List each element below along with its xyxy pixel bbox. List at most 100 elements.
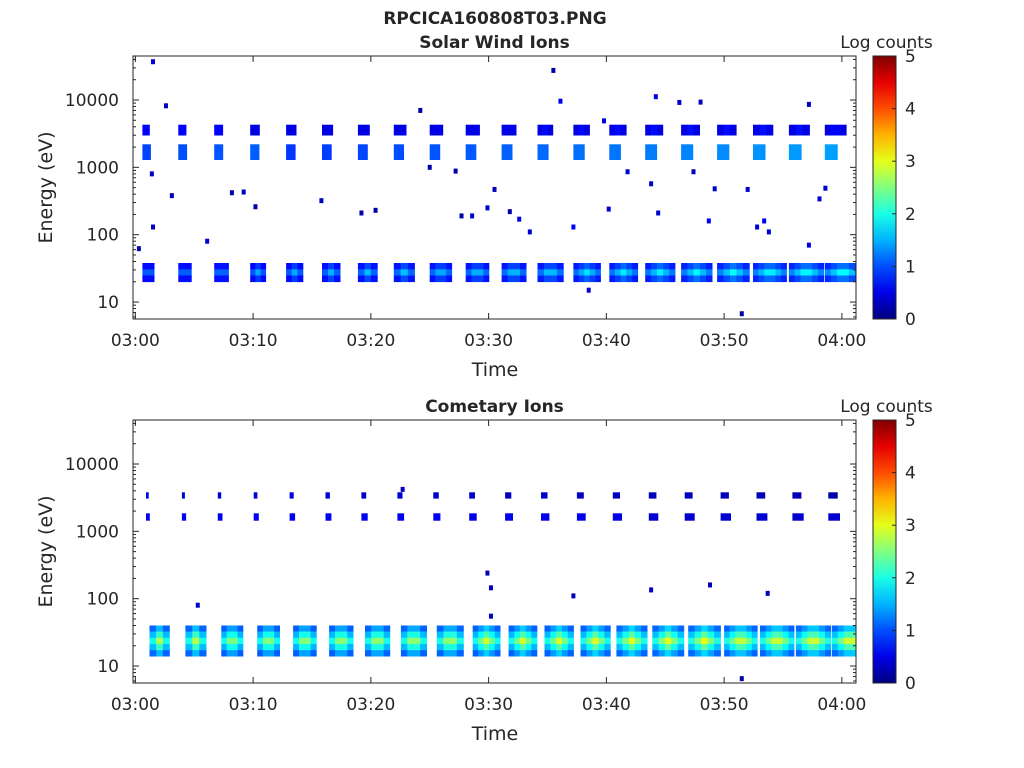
spectrogram-cell [753, 129, 760, 136]
spectrogram-cell [407, 643, 415, 651]
spectrogram-cell [398, 144, 404, 153]
spectrogram-cell [237, 637, 244, 645]
spectrogram-cell [788, 631, 795, 638]
spectrogram-cell [456, 643, 464, 651]
spectrogram-cell [788, 152, 796, 160]
spectrogram-cell [383, 637, 391, 645]
spectrogram-cell [304, 631, 311, 638]
spectrogram-cell [429, 263, 436, 270]
spectrogram-cell [812, 275, 819, 283]
spectrogram-cell [192, 631, 200, 638]
spectrogram-cell [656, 210, 661, 216]
spectrogram-cell [578, 275, 585, 283]
y-tick-label: 10000 [65, 91, 119, 111]
spectrogram-cell [400, 637, 408, 645]
spectrogram-cell [513, 269, 521, 276]
spectrogram-cell [706, 275, 713, 283]
spectrogram-cell [393, 269, 401, 276]
spectrogram-cell [556, 637, 563, 645]
spectrogram-cell [483, 637, 490, 645]
spectrogram-cell [782, 631, 789, 638]
spectrogram-cell [357, 275, 365, 283]
spectrogram-cell [830, 269, 838, 276]
spectrogram-cell [807, 625, 814, 632]
spectrogram-cell [707, 637, 715, 645]
spectrogram-cell [435, 269, 442, 276]
spectrogram-cell [620, 263, 627, 270]
spectrogram-cell [706, 218, 711, 224]
panel-title: Solar Wind Ions [419, 33, 570, 53]
spectrogram-cell [598, 625, 605, 632]
spectrogram-cell [782, 650, 789, 657]
spectrogram-cell [751, 631, 758, 638]
spectrogram-cell [489, 631, 495, 638]
spectrogram-cell [578, 144, 585, 153]
spectrogram-cell [864, 492, 869, 498]
y-tick-label: 10000 [65, 455, 119, 475]
spectrogram-cell [151, 59, 156, 65]
spectrogram-cell [681, 275, 688, 283]
spectrogram-cell [589, 263, 596, 270]
spectrogram-cell [578, 124, 585, 131]
spectrogram-cell [562, 637, 569, 645]
spectrogram-cell [178, 275, 186, 283]
spectrogram-cell [310, 650, 317, 657]
x-tick-label: 03:20 [346, 331, 395, 351]
spectrogram-cell [781, 269, 787, 276]
spectrogram-cell [178, 152, 188, 160]
spectrogram-cell [849, 650, 856, 657]
spectrogram-cell [232, 625, 238, 632]
spectrogram-cell [178, 124, 187, 131]
spectrogram-cell [537, 263, 545, 270]
spectrogram-cell [628, 631, 636, 638]
spectrogram-cell [151, 224, 156, 230]
spectrogram-cell [465, 129, 473, 136]
spectrogram-cell [714, 650, 721, 657]
spectrogram-cell [855, 643, 856, 651]
spectrogram-cell [777, 650, 784, 657]
spectrogram-cell [483, 263, 490, 270]
spectrogram-cell [400, 486, 405, 492]
spectrogram-cell [293, 643, 300, 651]
spectrogram-cell [723, 263, 731, 270]
spectrogram-cell [541, 492, 548, 499]
spectrogram-cell [407, 650, 415, 657]
spectrogram-cell [531, 637, 538, 645]
y-axis-label: Energy (eV) [35, 131, 57, 243]
spectrogram-cell [257, 643, 264, 651]
spectrogram-cell [262, 643, 269, 651]
spectrogram-cell [217, 492, 222, 499]
spectrogram-cell [604, 650, 611, 657]
spectrogram-cell [584, 275, 590, 283]
spectrogram-cell [443, 631, 451, 638]
spectrogram-cell [765, 643, 772, 651]
spectrogram-cell [609, 269, 616, 276]
spectrogram-cell [831, 144, 838, 153]
spectrogram-cell [485, 205, 490, 211]
spectrogram-cell [701, 650, 708, 657]
spectrogram-cell [723, 124, 731, 131]
spectrogram-cell [580, 643, 587, 651]
spectrogram-cell [508, 124, 517, 131]
spectrogram-cell [262, 631, 269, 638]
spectrogram-cell [334, 263, 341, 270]
spectrogram-cell [472, 650, 479, 657]
spectrogram-cell [862, 638, 868, 644]
spectrogram-cell [262, 625, 269, 632]
spectrogram-cell [514, 643, 521, 651]
spectrogram-cell [795, 144, 802, 153]
spectrogram-cell [584, 124, 590, 131]
spectrogram-cell [651, 275, 658, 283]
spectrogram-cell [602, 118, 607, 124]
spectrogram-cell [250, 263, 256, 270]
spectrogram-cell [148, 269, 155, 276]
spectrogram-cell [742, 275, 750, 283]
spectrogram-cell [547, 129, 554, 136]
spectrogram-cell [688, 637, 695, 645]
spectrogram-cell [592, 650, 599, 657]
spectrogram-cell [293, 650, 300, 657]
spectrogram-cell [628, 625, 636, 632]
spectrogram-cell [586, 631, 593, 638]
spectrogram-cell [562, 625, 569, 632]
spectrogram-cell [162, 643, 170, 651]
